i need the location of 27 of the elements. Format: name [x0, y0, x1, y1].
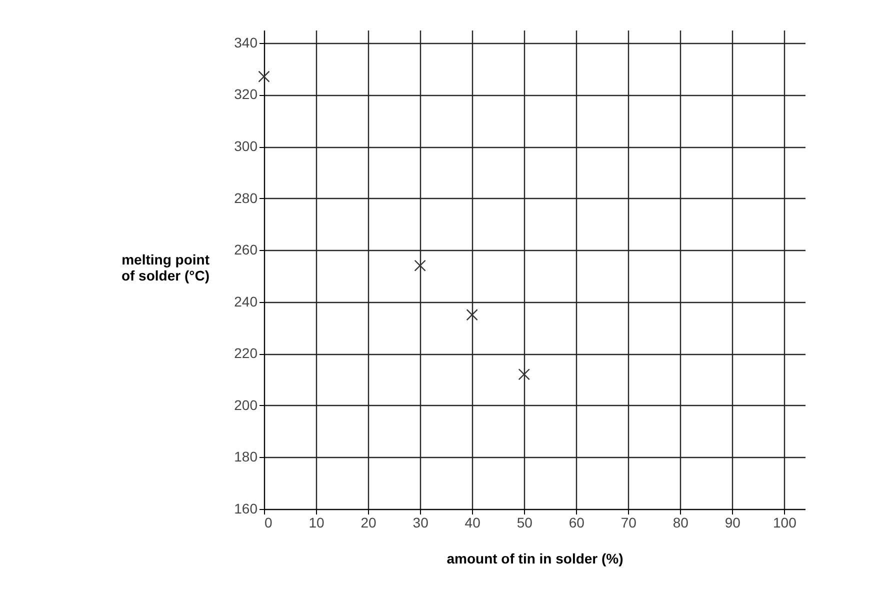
y-axis-title: melting point of solder (°C)	[121, 252, 210, 284]
x-tick-label: 80	[672, 514, 689, 530]
x-tick-label: 100	[773, 514, 797, 530]
x-tick-label: 20	[360, 514, 377, 530]
point	[258, 70, 270, 82]
x-tick-label: 90	[724, 514, 741, 530]
y-tick-label: 300	[234, 138, 258, 154]
y-tick-label: 340	[234, 34, 258, 50]
y-tick-label: 200	[234, 396, 258, 413]
x-axis-title: amount of tin in solder (%)	[446, 550, 624, 566]
y-tick-label: 240	[234, 293, 258, 310]
point	[518, 368, 530, 380]
x-tick-label: 30	[412, 514, 429, 530]
x-tick-label: 0	[264, 514, 272, 530]
x-tick-label: 50	[516, 514, 533, 530]
x-tick-label: 70	[620, 514, 637, 530]
x-tick-label: 10	[308, 514, 325, 530]
y-tick-label: 320	[234, 86, 258, 102]
x-tick-label: 40	[464, 514, 481, 530]
y-tick-label: 260	[234, 242, 258, 258]
point	[466, 308, 478, 321]
x-tick-label: 60	[568, 514, 585, 530]
y-tick-label: 160	[234, 500, 258, 516]
y-tick-label: 220	[234, 345, 258, 362]
point	[414, 260, 426, 272]
y-tick-label: 180	[234, 448, 258, 465]
y-tick-label: 280	[234, 190, 258, 206]
